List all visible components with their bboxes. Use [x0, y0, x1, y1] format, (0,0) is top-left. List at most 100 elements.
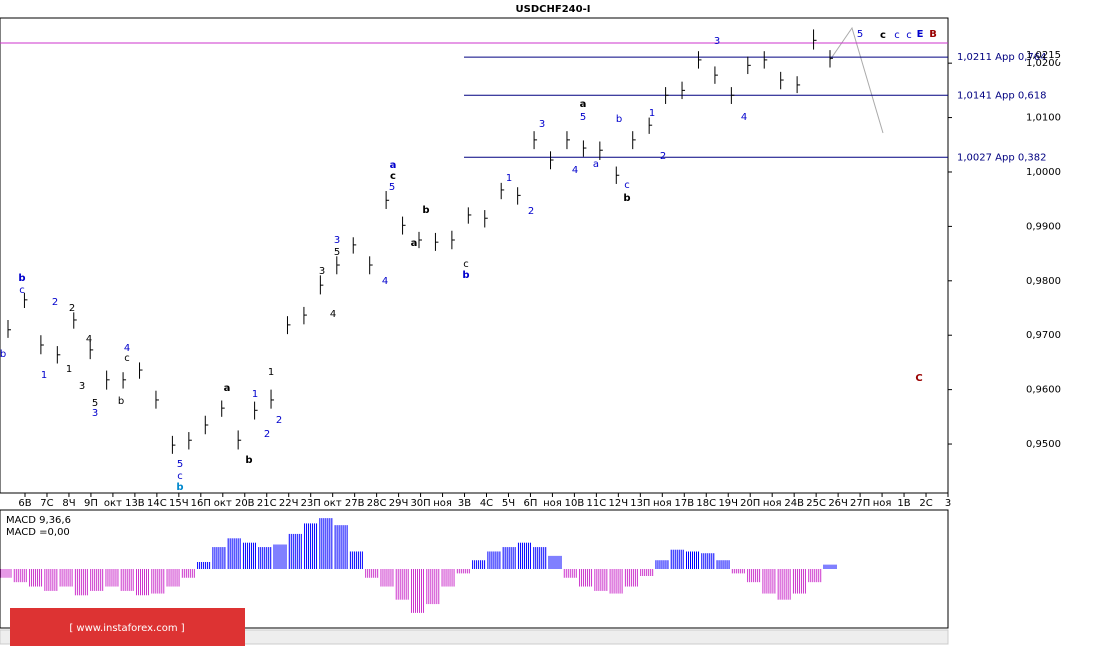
x-tick-label: 27П	[850, 498, 870, 509]
wave-label: a	[593, 159, 599, 170]
x-tick-label: ноя	[653, 498, 672, 509]
wave-label: 1	[66, 364, 72, 375]
y-tick-label: 0,9600	[1026, 385, 1061, 396]
wave-label: 4	[741, 112, 747, 123]
wave-label: a	[390, 160, 397, 171]
wave-label: b	[245, 455, 252, 466]
y-tick-label: 0,9500	[1026, 439, 1061, 450]
wave-label: b	[616, 114, 622, 125]
fib-label: 1,0211 App 0,764	[957, 52, 1047, 63]
x-tick-label: 8Ч	[62, 498, 75, 509]
x-tick-label: 3В	[458, 498, 471, 509]
wave-label: 4	[382, 276, 388, 287]
wave-label: 1	[41, 370, 47, 381]
y-tick-label: 1,0100	[1026, 113, 1061, 124]
wave-label: 5	[580, 112, 586, 123]
macd-title: MACD 9,36,6	[6, 515, 71, 526]
x-tick-label: окт	[214, 498, 232, 509]
x-tick-label: 6П	[524, 498, 538, 509]
wave-label: b	[0, 349, 6, 360]
x-tick-label: 30П	[410, 498, 430, 509]
x-tick-label: 3	[945, 498, 951, 509]
current-price: 1,0215	[1026, 50, 1061, 61]
wave-label: 5	[334, 247, 340, 258]
x-tick-label: 19Ч	[718, 498, 738, 509]
x-tick-label: 9П	[84, 498, 98, 509]
wave-label: c	[463, 259, 469, 270]
y-tick-label: 0,9700	[1026, 330, 1061, 341]
watermark-box	[10, 608, 245, 646]
x-tick-label: 13П	[630, 498, 650, 509]
x-tick-label: 20П	[740, 498, 760, 509]
wave-label: b	[623, 193, 630, 204]
x-tick-label: 14С	[147, 498, 167, 509]
wave-label: b	[118, 396, 124, 407]
x-tick-label: 11С	[587, 498, 607, 509]
x-tick-label: 10В	[565, 498, 585, 509]
wave-label: C	[915, 373, 922, 384]
wave-label: a	[580, 99, 587, 110]
wave-label: c	[880, 30, 886, 41]
x-tick-label: 20В	[235, 498, 255, 509]
forecast-path	[829, 26, 884, 134]
x-tick-label: 17В	[674, 498, 694, 509]
x-tick-label: 23П	[301, 498, 321, 509]
macd-title: MACD =0,00	[6, 527, 70, 538]
wave-label: 3	[334, 235, 340, 246]
x-tick-label: 27В	[345, 498, 365, 509]
wave-label: 4	[572, 165, 578, 176]
wave-label: 1	[506, 173, 512, 184]
wave-label: 3	[319, 266, 325, 277]
wave-label: B	[929, 29, 937, 40]
wave-label: 4	[86, 334, 92, 345]
x-tick-label: 16П	[191, 498, 211, 509]
wave-label: 1	[252, 389, 258, 400]
wave-label: c	[624, 180, 630, 191]
wave-label: c	[124, 353, 130, 364]
x-tick-label: окт	[324, 498, 342, 509]
wave-label: c	[19, 285, 25, 296]
price-frame	[0, 17, 949, 494]
wave-label: 5	[92, 398, 98, 409]
y-tick-label: 1,0000	[1026, 167, 1061, 178]
wave-label: c	[894, 30, 900, 41]
x-tick-label: 21С	[257, 498, 277, 509]
y-tick-label: 0,9900	[1026, 221, 1061, 232]
x-tick-label: 7С	[40, 498, 53, 509]
x-tick-label: 6В	[18, 498, 31, 509]
wave-label: 2	[52, 297, 58, 308]
wave-label: E	[917, 29, 924, 40]
wave-label: 2	[69, 303, 75, 314]
x-tick-label: 4С	[480, 498, 493, 509]
x-tick-label: ноя	[543, 498, 562, 509]
x-tick-label: 5Ч	[502, 498, 515, 509]
wave-label: 3	[79, 381, 85, 392]
watermark: [ www.instaforex.com ]	[69, 623, 184, 634]
macd-frame	[0, 509, 949, 629]
x-tick-label: ноя	[873, 498, 892, 509]
wave-label: a	[411, 238, 418, 249]
chart-title: USDCHF240-I	[516, 4, 591, 15]
wave-label: a	[224, 383, 231, 394]
x-tick-label: 15Ч	[169, 498, 189, 509]
wave-label: 3	[539, 119, 545, 130]
x-tick-label: 18С	[696, 498, 716, 509]
wave-label: b	[462, 270, 469, 281]
wave-label: 2	[264, 429, 270, 440]
x-tick-label: 28С	[367, 498, 387, 509]
wave-label: 3	[92, 408, 98, 419]
x-tick-label: 25С	[806, 498, 826, 509]
wave-label: 5	[857, 29, 863, 40]
wave-label: 5	[177, 459, 183, 470]
y-tick-label: 0,9800	[1026, 276, 1061, 287]
wave-label: 2	[528, 206, 534, 217]
x-tick-label: ноя	[433, 498, 452, 509]
fib-label: 1,0141 App 0,618	[957, 90, 1047, 101]
fib-label: 1,0027 App 0,382	[957, 152, 1047, 163]
wave-label: b	[422, 205, 429, 216]
x-tick-label: 1В	[897, 498, 910, 509]
wave-label: c	[906, 30, 912, 41]
wave-label: 5	[389, 182, 395, 193]
wave-label: b	[18, 273, 25, 284]
wave-label: 4	[124, 343, 130, 354]
